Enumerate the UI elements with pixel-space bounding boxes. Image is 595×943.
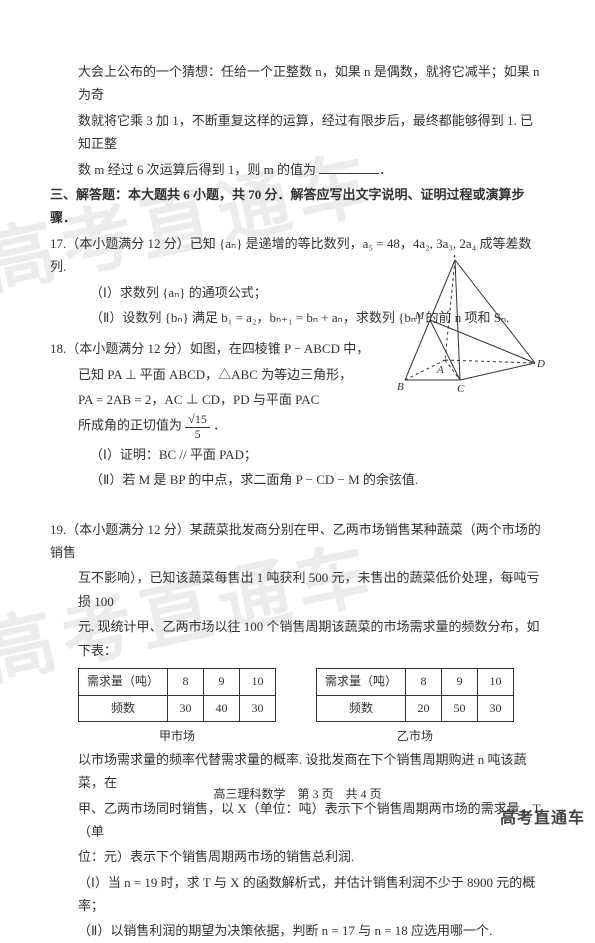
page-content: 大会上公布的一个猜想：任给一个正整数 n，如果 n 是偶数，就将它减半；如果 n… [50, 60, 545, 943]
table-b-freq-2: 30 [478, 695, 514, 722]
table-a-header: 需求量（吨） [79, 668, 168, 695]
answer-blank [319, 162, 379, 174]
intro-line-3-text: 数 m 经过 6 次运算后得到 1，则 m 的值为 [78, 162, 316, 177]
table-b-block: 需求量（吨） 8 9 10 频数 20 50 30 乙市场 [316, 664, 514, 748]
table-a-col-0: 8 [168, 668, 204, 695]
q18-l3-post: ． [213, 418, 226, 433]
intro-line-2: 数就将它乘 3 加 1，不断重复这样的运算，经过有限步后，最终都能够得到 1. … [50, 109, 545, 156]
q17-part-1: （Ⅰ）求数列 {aₙ} 的通项公式； [50, 281, 545, 304]
q18-head: 18.（本小题满分 12 分）如图，在四棱锥 P − ABCD 中， [50, 337, 545, 360]
table-a-block: 需求量（吨） 8 9 10 频数 30 40 30 甲市场 [78, 664, 276, 748]
q19-part-2: （Ⅱ）以销售利润的期望为决策依据，判断 n = 17 与 n = 18 应选用哪… [50, 919, 545, 942]
q19-line-5: 位：元）表示下个销售周期两市场的销售总利润. [50, 845, 545, 868]
q19-head: 19.（本小题满分 12 分）某蔬菜批发商分别在甲、乙两市场销售某种蔬菜（两个市… [50, 518, 545, 565]
table-b-header: 需求量（吨） [317, 668, 406, 695]
q17-part-2: （Ⅱ）设数列 {bₙ} 满足 b₁ = a₂，bₙ₊₁ = bₙ + aₙ，求数… [50, 306, 545, 329]
table-b: 需求量（吨） 8 9 10 频数 20 50 30 [316, 668, 514, 722]
table-b-freq-1: 50 [442, 695, 478, 722]
intro-line-3: 数 m 经过 6 次运算后得到 1，则 m 的值为 ． [50, 158, 545, 181]
frac-denominator: 5 [185, 428, 210, 441]
table-b-freq-0: 20 [406, 695, 442, 722]
table-b-col-0: 8 [406, 668, 442, 695]
q18-part-1: （Ⅰ）证明：BC // 平面 PAD； [50, 443, 545, 466]
table-b-col-1: 9 [442, 668, 478, 695]
table-b-col-2: 10 [478, 668, 514, 695]
fraction: √15 5 [185, 413, 210, 440]
table-b-caption: 乙市场 [316, 726, 514, 748]
section-3-title: 三、解答题：本大题共 6 小题，共 70 分．解答应写出文字说明、证明过程或演算… [50, 183, 545, 230]
table-a-row-label: 频数 [79, 695, 168, 722]
q18-line-1: 已知 PA ⊥ 平面 ABCD，△ABC 为等边三角形， [50, 363, 545, 386]
table-a-freq-1: 40 [204, 695, 240, 722]
q19-line-2: 元. 现统计甲、乙两市场以往 100 个销售周期该蔬菜的市场需求量的频数分布，如… [50, 615, 545, 662]
q19-line-3: 以市场需求量的频率代替需求量的概率. 设批发商在下个销售周期购进 n 吨该蔬菜，… [50, 748, 545, 795]
intro-line-1: 大会上公布的一个猜想：任给一个正整数 n，如果 n 是偶数，就将它减半；如果 n… [50, 60, 545, 107]
q19-line-1: 互不影响），已知该蔬菜每售出 1 吨获利 500 元，未售出的蔬菜低价处理，每吨… [50, 566, 545, 613]
table-b-row-label: 频数 [317, 695, 406, 722]
q18-line-2: PA = 2AB = 2，AC ⊥ CD，PD 与平面 PAC [50, 388, 545, 411]
tables-row: 需求量（吨） 8 9 10 频数 30 40 30 甲市场 需求量（吨） 8 [50, 664, 545, 748]
q18-l3-pre: 所成角的正切值为 [78, 418, 185, 433]
table-a: 需求量（吨） 8 9 10 频数 30 40 30 [78, 668, 276, 722]
q18-line-3: 所成角的正切值为 √15 5 ． [50, 413, 545, 440]
q18-part-2: （Ⅱ）若 M 是 BP 的中点，求二面角 P − CD − M 的余弦值. [50, 468, 545, 491]
frac-numerator: √15 [185, 413, 210, 427]
table-a-freq-2: 30 [240, 695, 276, 722]
q17-head: 17.（本小题满分 12 分）已知 {aₙ} 是递增的等比数列，a₅ = 48，… [50, 232, 545, 279]
table-a-freq-0: 30 [168, 695, 204, 722]
q19-part-1: （Ⅰ）当 n = 19 时，求 T 与 X 的函数解析式，并估计销售利润不少于 … [50, 871, 545, 918]
q19-line-4: 甲、乙两市场同时销售，以 X（单位：吨）表示下个销售周期两市场的需求量，T（单 [50, 797, 545, 844]
table-a-caption: 甲市场 [78, 726, 276, 748]
table-a-col-1: 9 [204, 668, 240, 695]
table-a-col-2: 10 [240, 668, 276, 695]
